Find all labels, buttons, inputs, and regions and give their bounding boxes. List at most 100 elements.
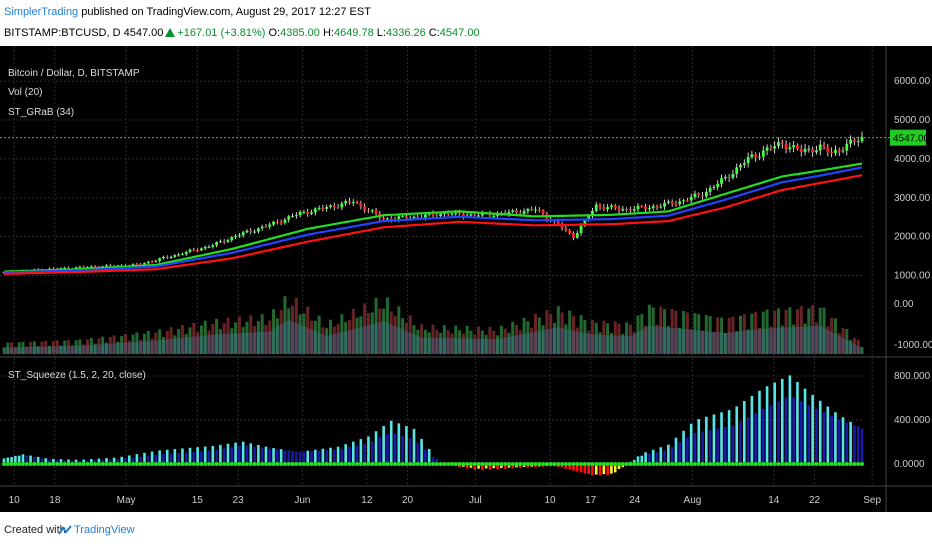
open-value: 4385.00 — [280, 27, 320, 39]
squeeze-dot — [579, 462, 583, 466]
squeeze-dot — [454, 462, 458, 466]
squeeze-dot — [355, 462, 359, 466]
squeeze-dot — [203, 462, 207, 466]
squeeze-bar — [268, 449, 271, 464]
squeeze-dot — [784, 462, 788, 466]
squeeze-dot — [655, 462, 659, 466]
squeeze-dot — [431, 462, 435, 466]
squeeze-bar — [739, 421, 742, 464]
squeeze-dot — [518, 462, 522, 466]
squeeze-bar — [751, 396, 754, 464]
squeeze-dot — [442, 462, 446, 466]
candle-body — [367, 211, 370, 212]
squeeze-bar — [678, 442, 681, 464]
tradingview-brand[interactable]: TradingView — [74, 524, 135, 536]
squeeze-dot — [803, 462, 807, 466]
candle-body — [329, 205, 332, 207]
squeeze-dot — [93, 462, 97, 466]
tradingview-logo-icon — [58, 524, 72, 536]
candle-body — [599, 205, 602, 207]
chart-canvas[interactable]: 10 18 May 15 23 Jun 12 20 Jul 10 17 24 Aug 14 22 Sep 100… — [0, 46, 932, 512]
squeeze-dot — [382, 462, 386, 466]
candle-body — [477, 216, 480, 217]
squeeze-dot — [82, 462, 86, 466]
candle-body — [523, 211, 526, 214]
squeeze-bar — [390, 421, 393, 464]
squeeze-bar — [420, 439, 423, 464]
squeeze-dot — [632, 462, 636, 466]
candle-body — [557, 221, 560, 224]
squeeze-bar — [857, 426, 860, 464]
squeeze-dot — [621, 462, 625, 466]
squeeze-bar — [394, 434, 397, 464]
high-value: 4649.78 — [334, 27, 374, 39]
candle-body — [754, 154, 757, 157]
squeeze-dot — [86, 462, 90, 466]
candle-body — [192, 250, 195, 251]
squeeze-dot — [188, 462, 192, 466]
squeeze-dot — [351, 462, 355, 466]
candle-body — [834, 150, 837, 153]
candle-body — [473, 214, 476, 215]
squeeze-dot — [788, 462, 792, 466]
candle-body — [333, 205, 336, 207]
candle-body — [648, 208, 651, 209]
squeeze-dot — [366, 462, 370, 466]
candle-body — [652, 206, 655, 208]
candle-body — [447, 213, 450, 215]
squeeze-dot — [59, 462, 63, 466]
candle-body — [82, 267, 85, 268]
publisher-link[interactable]: SimplerTrading — [4, 6, 78, 18]
squeeze-dot — [272, 462, 276, 466]
candle-body — [785, 144, 788, 149]
squeeze-bar — [284, 450, 287, 464]
candle-body — [618, 208, 621, 210]
x-tick-label: 20 — [402, 495, 414, 506]
x-tick-label: Jul — [469, 495, 482, 506]
candle-body — [686, 200, 689, 201]
squeeze-dot — [234, 462, 238, 466]
squeeze-dot — [757, 462, 761, 466]
squeeze-dot — [849, 462, 853, 466]
vol-indicator-label: Vol (20) — [8, 87, 42, 98]
candle-body — [170, 257, 173, 258]
candle-body — [511, 210, 514, 212]
squeeze-dot — [693, 462, 697, 466]
candle-body — [826, 147, 829, 152]
candle-body — [713, 187, 716, 188]
squeeze-bar — [785, 398, 788, 464]
squeeze-dot — [458, 462, 462, 466]
squeeze-dot — [321, 462, 325, 466]
squeeze-dot — [731, 462, 735, 466]
squeeze-dot — [29, 462, 33, 466]
squeeze-dot — [313, 462, 317, 466]
candle-body — [682, 200, 685, 201]
candle-body — [542, 210, 545, 214]
squeeze-dot — [325, 462, 329, 466]
candle-body — [435, 215, 438, 216]
squeeze-dot — [336, 462, 340, 466]
squeeze-bar — [686, 438, 689, 464]
squeeze-dot — [207, 462, 211, 466]
open-label: O: — [269, 27, 281, 39]
squeeze-dot — [123, 462, 127, 466]
squeeze-bar — [166, 450, 169, 464]
squeeze-bar — [705, 417, 708, 464]
squeeze-bar — [671, 447, 674, 464]
squeeze-dot — [13, 462, 17, 466]
price-tick-label: 1000.00 — [894, 270, 931, 281]
squeeze-dot — [237, 462, 241, 466]
candle-body — [143, 263, 146, 264]
squeeze-dot — [682, 462, 686, 466]
squeeze-bar — [690, 424, 693, 464]
candle-body — [534, 210, 537, 211]
candle-body — [257, 228, 260, 231]
squeeze-bar — [682, 431, 685, 464]
candle-body — [306, 212, 309, 214]
squeeze-dot — [340, 462, 344, 466]
squeeze-bar — [819, 401, 822, 464]
squeeze-dot — [435, 462, 439, 466]
x-tick-label: 10 — [544, 495, 556, 506]
squeeze-dot — [450, 462, 454, 466]
squeeze-bar — [261, 448, 264, 464]
